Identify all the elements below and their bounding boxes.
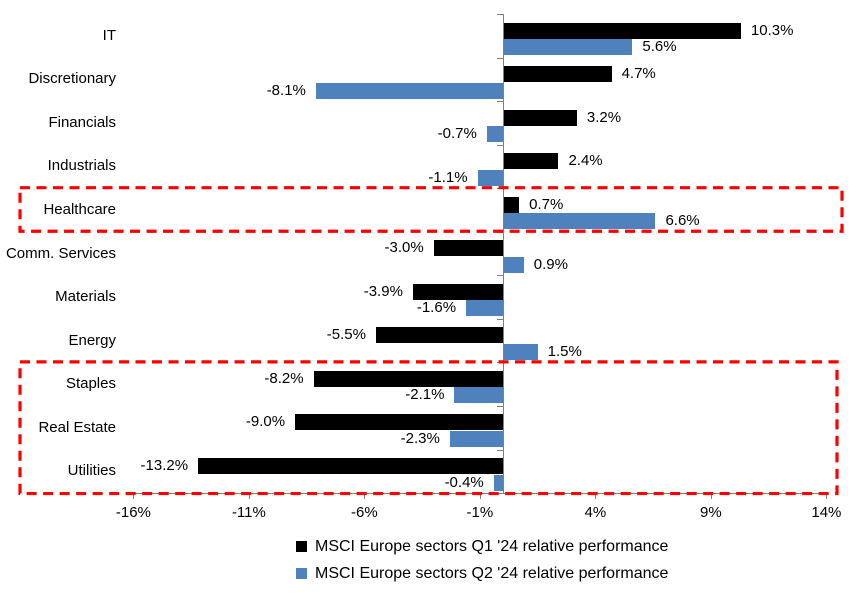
q1-bar-discretionary — [503, 66, 612, 83]
category-axis-tick — [497, 493, 503, 495]
x-axis-tick-label: 14% — [811, 504, 842, 522]
value-label-q2-staples: -2.1% — [405, 386, 445, 404]
x-axis-tick-label: -16% — [115, 504, 151, 522]
category-axis-tick — [497, 14, 503, 15]
value-label-q1-it: 10.3% — [750, 21, 794, 39]
value-label-q2-healthcare: 6.6% — [665, 212, 700, 230]
value-label-q1-materials: -3.9% — [363, 282, 403, 300]
value-label-q2-discretionary: -8.1% — [266, 81, 306, 99]
q2-bar-industrials — [477, 169, 503, 186]
category-axis-tick — [497, 405, 503, 407]
x-axis-tick-label: 9% — [700, 504, 722, 522]
value-label-q1-discretionary: 4.7% — [621, 65, 656, 83]
zero-axis-line — [503, 14, 504, 494]
value-label-q1-financials: 3.2% — [586, 108, 622, 126]
category-label-discretionary: Discretionary — [28, 70, 116, 88]
category-axis-tick — [497, 188, 503, 190]
category-label-energy: Energy — [68, 331, 116, 349]
q2-bar-real-estate — [449, 430, 503, 447]
q2-bar-utilities — [493, 474, 503, 491]
value-label-q2-materials: -1.6% — [416, 299, 457, 317]
x-axis-tick-label: -1% — [466, 504, 494, 522]
q2-bar-energy — [503, 343, 538, 360]
q1-bar-financials — [503, 109, 577, 126]
category-label-utilities: Utilities — [67, 462, 116, 480]
legend-label-q2: MSCI Europe sectors Q2 '24 relative perf… — [315, 564, 669, 582]
x-axis-tick — [364, 493, 366, 500]
category-label-comm-services: Comm. Services — [5, 244, 116, 262]
x-axis-tick-label: -6% — [351, 504, 378, 522]
x-axis-tick — [479, 493, 481, 500]
value-label-q1-healthcare: 0.7% — [529, 195, 564, 213]
q1-bar-utilities — [198, 458, 503, 474]
q1-bar-materials — [412, 283, 503, 300]
q1-bar-it — [503, 22, 741, 39]
value-label-q1-real-estate: -9.0% — [245, 413, 286, 431]
value-label-q2-utilities: -0.4% — [444, 473, 484, 491]
x-axis-tick — [710, 493, 712, 500]
value-label-q2-real-estate: -2.3% — [400, 429, 440, 447]
x-axis-tick-label: 4% — [584, 504, 607, 522]
category-axis-tick — [497, 101, 503, 103]
x-axis-tick — [133, 493, 135, 500]
q2-bar-materials — [466, 300, 503, 317]
category-axis-tick — [497, 57, 503, 59]
category-axis-tick — [497, 318, 503, 320]
x-axis-tick — [248, 493, 250, 500]
category-label-materials: Materials — [55, 288, 116, 306]
legend-label-q1: MSCI Europe sectors Q1 '24 relative perf… — [315, 537, 669, 555]
value-label-q2-energy: 1.5% — [547, 342, 582, 360]
q1-bar-staples — [313, 370, 503, 387]
value-label-q2-financials: -0.7% — [437, 125, 477, 143]
category-label-real-estate: Real Estate — [38, 418, 116, 436]
value-label-q2-comm-services: 0.9% — [533, 255, 568, 273]
category-axis-tick — [497, 231, 503, 233]
x-axis-tick-label: -11% — [231, 504, 266, 522]
q1-bar-comm-services — [433, 240, 503, 257]
q1-bar-industrials — [503, 153, 559, 170]
q2-bar-comm-services — [503, 256, 524, 273]
value-label-q1-industrials: 2.4% — [568, 152, 603, 170]
q2-series-swatch-icon — [296, 568, 307, 579]
x-axis-tick — [595, 493, 597, 500]
category-label-industrials: Industrials — [47, 157, 116, 175]
x-axis-tick — [826, 493, 828, 500]
value-label-q2-industrials: -1.1% — [428, 168, 468, 186]
q2-bar-staples — [454, 387, 503, 404]
category-axis-tick — [497, 144, 503, 146]
legend: MSCI Europe sectors Q1 '24 relative perf… — [296, 536, 668, 590]
category-axis-tick — [497, 449, 503, 451]
category-axis-tick — [497, 275, 503, 277]
value-label-q1-staples: -8.2% — [264, 369, 304, 387]
q1-bar-energy — [375, 327, 503, 344]
q1-bar-healthcare — [503, 196, 520, 213]
value-label-q1-energy: -5.5% — [326, 326, 366, 344]
category-label-financials: Financials — [48, 113, 116, 131]
category-axis-tick — [497, 362, 503, 364]
category-label-it: IT — [102, 26, 116, 44]
q1-series-swatch-icon — [296, 541, 307, 552]
legend-item-q1: MSCI Europe sectors Q1 '24 relative perf… — [296, 536, 668, 557]
q2-bar-it — [503, 39, 633, 55]
q2-bar-discretionary — [315, 82, 503, 99]
value-label-q2-it: 5.6% — [642, 38, 677, 55]
legend-item-q2: MSCI Europe sectors Q2 '24 relative perf… — [296, 563, 668, 584]
q2-bar-healthcare — [503, 213, 656, 230]
q1-bar-real-estate — [295, 414, 503, 431]
value-label-q1-comm-services: -3.0% — [384, 239, 424, 257]
q2-bar-financials — [486, 126, 503, 143]
category-label-healthcare: Healthcare — [43, 200, 116, 218]
value-label-q1-utilities: -13.2% — [140, 457, 189, 474]
category-label-staples: Staples — [65, 375, 116, 393]
